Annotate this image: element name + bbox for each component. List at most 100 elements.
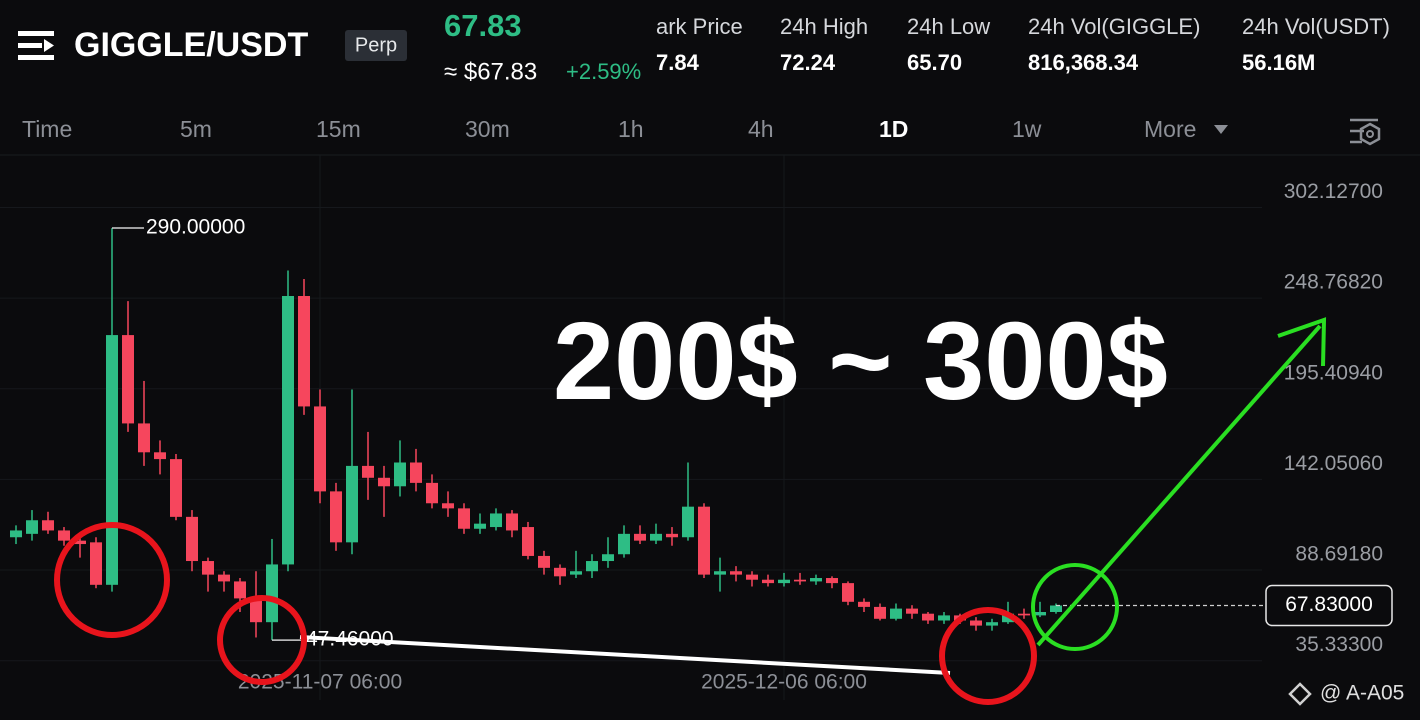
interval-tab[interactable]: 15m [316, 116, 361, 142]
arrow-shaft [1036, 324, 1322, 647]
candle-body [378, 477, 390, 487]
interval-tab[interactable]: Time [22, 116, 72, 142]
candle-body [858, 601, 870, 607]
candle-body [458, 508, 470, 529]
candle-body [170, 459, 182, 517]
stat-value: 72.24 [780, 50, 836, 75]
candle-body [986, 622, 998, 626]
candle-body [74, 540, 86, 545]
candle-body [506, 513, 518, 531]
candle-body [570, 571, 582, 575]
y-tick-label: 195.40940 [1284, 361, 1383, 384]
interval-bar: Time 5m 15m 30m 1h 4h 1D 1w More [22, 116, 1228, 142]
arrow-head [1277, 317, 1327, 367]
candle-body [410, 462, 422, 483]
contract: Perp [355, 34, 397, 56]
interval-tab[interactable]: More [1144, 116, 1196, 142]
watermark: @ A-A05 [1320, 682, 1404, 705]
candle-body [698, 506, 710, 575]
candle-body [154, 452, 166, 460]
candle-body [810, 578, 822, 582]
candle-body [602, 554, 614, 562]
menu-bar [18, 43, 42, 48]
candle-body [106, 335, 118, 585]
candle-body [538, 555, 550, 568]
candle-body [346, 465, 358, 543]
candle-body [490, 513, 502, 528]
candle-body [650, 533, 662, 541]
price-box [1265, 584, 1393, 627]
candle-body [202, 561, 214, 575]
candle-body [474, 523, 486, 529]
y-tick-label: 35.33300 [1295, 633, 1383, 656]
candle-body [762, 579, 774, 584]
candle-body [618, 533, 630, 555]
candle-body [938, 615, 950, 621]
candle-body [778, 579, 790, 584]
red-circle [54, 522, 170, 638]
interval-tab[interactable]: 5m [180, 116, 212, 142]
price-change: +2.59% [566, 59, 641, 84]
watermark-icon [1288, 682, 1312, 706]
candle-body [554, 567, 566, 577]
green-circle [1031, 563, 1119, 651]
candle-body [298, 296, 310, 407]
y-tick-label: 88.69180 [1295, 543, 1383, 566]
candle-body [522, 527, 534, 556]
candle-body [1050, 605, 1062, 612]
symbol[interactable]: GIGGLE/USDT [74, 26, 308, 64]
candle-body [634, 533, 646, 541]
price-label: 67.83000 [1285, 593, 1373, 616]
candle-body [362, 465, 374, 478]
candle-body [58, 530, 70, 541]
candle-body [1034, 611, 1046, 616]
interval-tab[interactable]: 1h [618, 116, 644, 142]
candle-body [842, 583, 854, 602]
candle-body [666, 533, 678, 538]
contract-badge [345, 30, 407, 61]
y-tick-label: 248.76820 [1284, 271, 1383, 294]
candle-body [122, 335, 134, 424]
candle-body [586, 561, 598, 572]
stat-value: 7.84 [656, 50, 700, 75]
candle-body [10, 530, 22, 538]
candle-body [826, 578, 838, 584]
candle-body [218, 574, 230, 582]
icon-hex [1359, 122, 1381, 146]
candle-body [282, 296, 294, 565]
red-circle [939, 607, 1037, 705]
stats: ark Price 7.84 24h High 72.24 24h Low 65.70 24… [656, 14, 1390, 75]
stat-value: 65.70 [907, 50, 962, 75]
candle-body [682, 506, 694, 538]
x-tick-label: 2025-12-06 06:00 [701, 671, 867, 694]
last-price: 67.83 [444, 8, 522, 43]
dropdown-caret [1214, 125, 1228, 134]
menu-arrow [44, 39, 54, 52]
y-tick-label: 142.05060 [1284, 452, 1383, 475]
candle-body [250, 598, 262, 623]
candle-body [42, 520, 54, 531]
candle-body [314, 406, 326, 492]
annotations: 200$ ~ 300$ [54, 300, 1327, 705]
candle-body [890, 608, 902, 619]
candle-body [234, 581, 246, 599]
menu-icon[interactable] [18, 31, 54, 60]
stat-value: 816,368.34 [1028, 50, 1139, 75]
trend-line [299, 635, 951, 675]
settings-icon[interactable] [1350, 118, 1381, 146]
interval-tab[interactable]: 30m [465, 116, 510, 142]
menu-bar [18, 31, 54, 36]
interval-tab[interactable]: 4h [748, 116, 774, 142]
menu-bar [18, 55, 54, 60]
candle-body [922, 613, 934, 621]
interval-tab[interactable]: 1D [879, 116, 908, 142]
interval-tab[interactable]: 1w [1012, 116, 1042, 142]
high-label: 290.00000 [146, 216, 245, 239]
red-circle [217, 595, 307, 685]
candle-body [970, 620, 982, 626]
candle-body [186, 516, 198, 562]
stat-label: 24h Vol(USDT) [1242, 14, 1390, 39]
